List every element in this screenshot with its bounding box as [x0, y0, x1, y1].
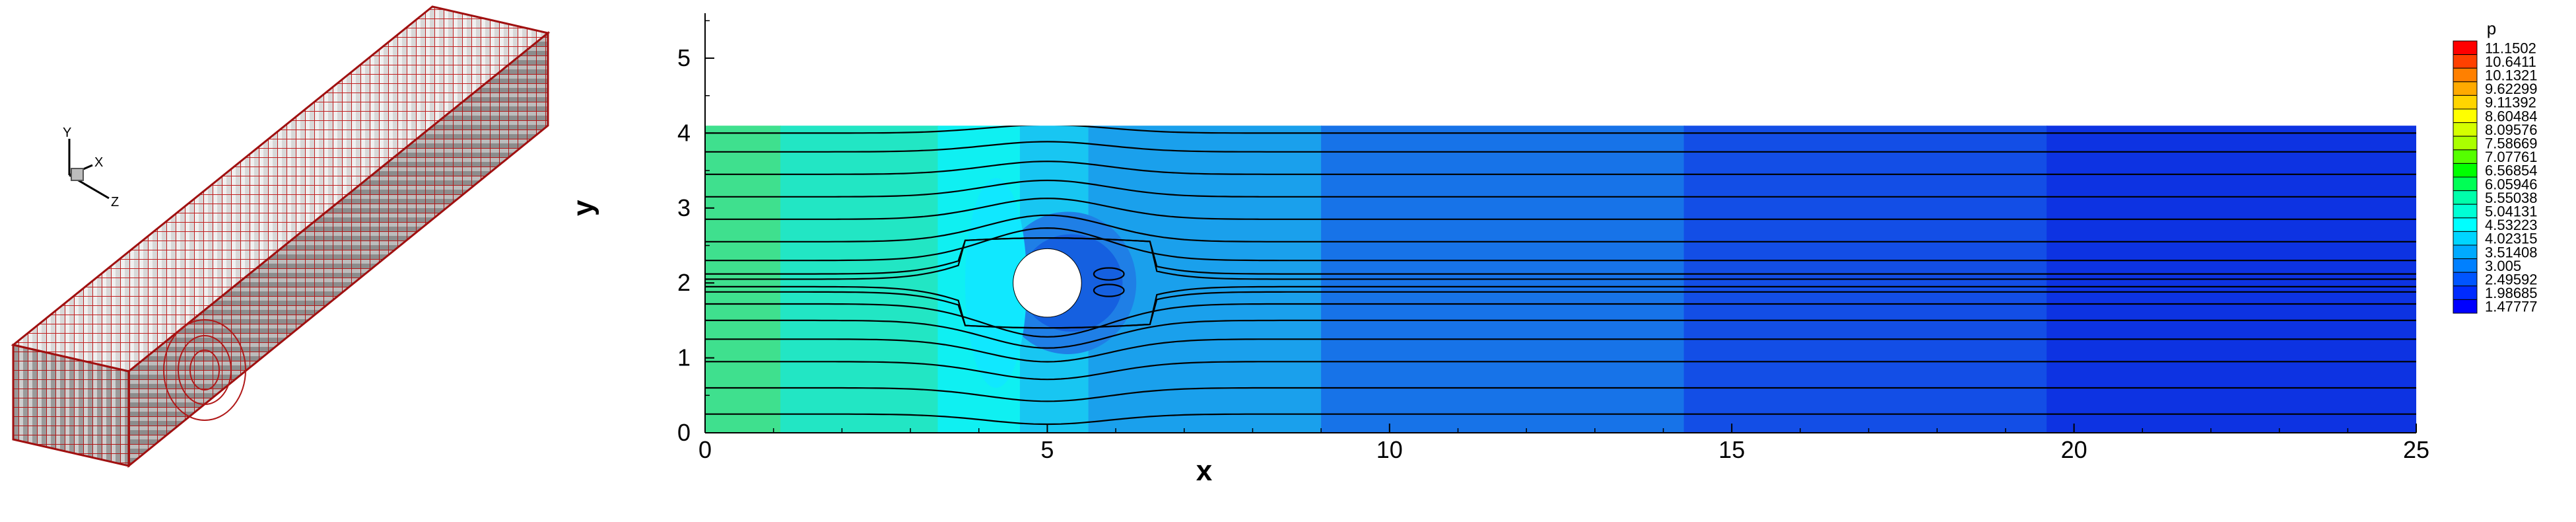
legend-level-label: 10.1321	[2485, 67, 2538, 84]
y-tick-label: 1	[677, 344, 691, 371]
streamline	[705, 198, 2416, 220]
streamline	[705, 227, 2416, 262]
legend-swatch	[2453, 40, 2478, 56]
plot-axes: 0 5 10 15 20 25 0 1 2 3 4 5	[677, 13, 2429, 463]
x-tick-label: 25	[2403, 436, 2429, 463]
triad-cube-icon	[71, 168, 84, 181]
legend-swatch	[2453, 81, 2478, 96]
streamline	[705, 413, 2416, 426]
legend-level-label: 10.6411	[2485, 54, 2536, 70]
legend-level-label: 9.11392	[2485, 94, 2536, 111]
legend-swatch	[2453, 244, 2478, 260]
streamlines	[705, 126, 2416, 426]
streamline	[705, 179, 2416, 198]
legend-swatch	[2453, 299, 2478, 314]
y-tick-label: 2	[677, 269, 691, 296]
triad-x-label: X	[94, 155, 103, 170]
y-tick-label: 0	[677, 419, 691, 446]
legend-level-label: 5.55038	[2485, 190, 2538, 206]
streamline	[705, 319, 2416, 349]
y-tick-label: 4	[677, 119, 691, 146]
x-tick-label: 5	[1040, 436, 1054, 463]
triad-z-label: Z	[111, 195, 119, 209]
legend-swatch	[2453, 258, 2478, 273]
legend-level-label: 1.98685	[2485, 285, 2538, 301]
recirculation-vortex	[1093, 283, 1125, 297]
y-tick-label: 5	[677, 44, 691, 71]
legend-level-label: 11.1502	[2485, 40, 2536, 56]
x-tick-label: 0	[698, 436, 712, 463]
legend-level-label: 2.49592	[2485, 272, 2538, 288]
streamline	[705, 338, 2416, 363]
mesh-side-face	[127, 30, 549, 468]
contour-plot: 0 5 10 15 20 25 0 1 2 3 4 5 x y	[567, 13, 2429, 487]
legend-level-label: 8.09576	[2485, 122, 2538, 138]
cylinder-obstacle	[1013, 248, 1082, 318]
axes-triad: Y X Z	[63, 126, 119, 209]
y-tick-label: 3	[677, 194, 691, 221]
legend-level-label: 6.56854	[2485, 163, 2538, 179]
legend-swatch	[2453, 217, 2478, 232]
legend-level-label: 8.60484	[2485, 108, 2538, 124]
y-axis-label: y	[567, 200, 599, 216]
legend-level-label: 6.05946	[2485, 176, 2538, 192]
x-tick-label: 15	[1718, 436, 1745, 463]
legend-swatch	[2453, 231, 2478, 246]
legend-swatch	[2453, 204, 2478, 219]
triad-y-label: Y	[63, 126, 71, 140]
legend-level-label: 1.47777	[2485, 299, 2538, 315]
legend-swatch	[2453, 122, 2478, 137]
streamline	[705, 285, 2416, 329]
recirculation-vortex	[1093, 267, 1125, 281]
mesh-cylinder-refinement	[163, 319, 246, 421]
legend-swatch	[2453, 108, 2478, 124]
legend-swatch	[2453, 285, 2478, 300]
legend-level-label: 5.04131	[2485, 204, 2538, 220]
streamline	[705, 303, 2416, 338]
legend-level-label: 7.07761	[2485, 149, 2538, 165]
legend-title: p	[2487, 19, 2496, 38]
legend-level-label: 4.53223	[2485, 217, 2538, 233]
legend-swatch	[2453, 272, 2478, 287]
x-tick-label: 20	[2061, 436, 2087, 463]
legend-level-label: 9.62299	[2485, 81, 2538, 97]
legend-level-label: 3.51408	[2485, 244, 2538, 260]
legend-level-label: 7.58669	[2485, 135, 2538, 152]
x-tick-label: 10	[1376, 436, 1403, 463]
streamline	[705, 387, 2416, 402]
streamline	[705, 361, 2416, 381]
streamline	[705, 126, 2416, 134]
streamline	[705, 214, 2416, 242]
pressure-legend: p 11.150210.641110.13219.622999.113928.6…	[2453, 19, 2538, 315]
legend-swatch	[2453, 54, 2478, 69]
legend-swatch	[2453, 163, 2478, 178]
legend-swatch	[2453, 176, 2478, 192]
legend-level-label: 4.02315	[2485, 231, 2538, 247]
legend-level-label: 3.005	[2485, 258, 2521, 274]
legend-swatch	[2453, 190, 2478, 205]
legend-swatch	[2453, 94, 2478, 110]
streamline	[705, 161, 2416, 175]
streamline	[705, 141, 2416, 153]
x-axis-label: x	[1196, 455, 1213, 487]
legend-swatch	[2453, 135, 2478, 151]
legend-swatch	[2453, 149, 2478, 164]
mesh-block	[11, 5, 551, 468]
legend-swatch	[2453, 67, 2478, 83]
